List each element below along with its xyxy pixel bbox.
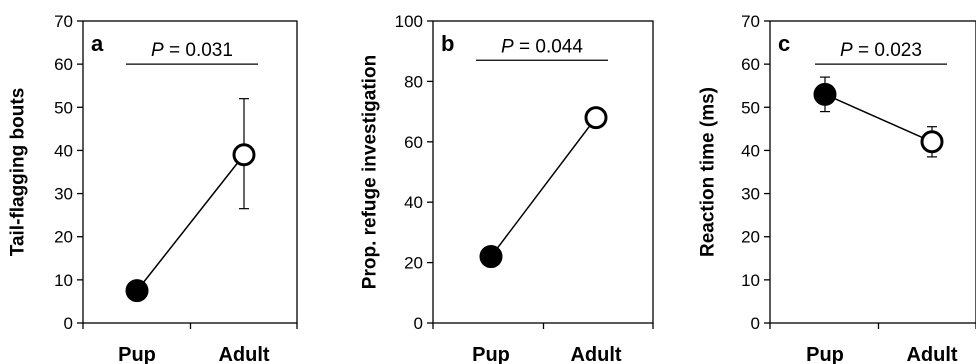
x-category-label-a-adult: Adult bbox=[218, 344, 269, 364]
series-line-a bbox=[136, 154, 245, 292]
panel-letter-c: c bbox=[778, 31, 790, 56]
y-tick-label-c-0: 0 bbox=[751, 314, 760, 333]
y-tick-label-c-60: 60 bbox=[741, 55, 760, 74]
y-tick-label-a-60: 60 bbox=[54, 55, 73, 74]
series-line-b bbox=[490, 117, 597, 258]
panel-letter-b: b bbox=[441, 31, 454, 56]
y-tick-label-a-20: 20 bbox=[54, 228, 73, 247]
p-value-label-c: P = 0.023 bbox=[840, 40, 922, 61]
data-point-b-pup bbox=[479, 245, 503, 269]
x-category-label-c-pup: Pup bbox=[806, 344, 844, 364]
plot-frame-a bbox=[82, 20, 298, 324]
data-point-a-adult bbox=[232, 143, 256, 167]
data-point-a-pup bbox=[125, 279, 149, 303]
y-tick-label-a-10: 10 bbox=[54, 271, 73, 290]
x-category-label-b-pup: Pup bbox=[472, 344, 510, 364]
y-tick-label-b-20: 20 bbox=[404, 254, 423, 273]
data-point-c-adult bbox=[920, 130, 944, 154]
y-tick-label-c-70: 70 bbox=[741, 12, 760, 31]
y-axis-title-c: Reaction time (ms) bbox=[698, 87, 719, 257]
plot-frame-c bbox=[769, 20, 976, 324]
y-tick-label-a-50: 50 bbox=[54, 98, 73, 117]
plot-frame-b bbox=[432, 20, 654, 324]
y-tick-label-c-30: 30 bbox=[741, 185, 760, 204]
x-category-label-b-adult: Adult bbox=[570, 344, 621, 364]
y-tick-label-b-40: 40 bbox=[404, 193, 423, 212]
panel-letter-a: a bbox=[91, 31, 104, 56]
p-value-label-b: P = 0.044 bbox=[501, 36, 583, 57]
y-axis-title-a: Tail-flagging bouts bbox=[8, 88, 29, 257]
y-tick-label-a-40: 40 bbox=[54, 141, 73, 160]
y-tick-label-c-50: 50 bbox=[741, 98, 760, 117]
y-tick-label-b-100: 100 bbox=[395, 12, 423, 31]
data-point-c-pup bbox=[813, 82, 837, 106]
y-axis-title-b: Prop. refuge investigation bbox=[360, 55, 381, 289]
y-tick-label-c-40: 40 bbox=[741, 141, 760, 160]
y-tick-label-a-30: 30 bbox=[54, 185, 73, 204]
x-category-label-c-adult: Adult bbox=[906, 344, 957, 364]
y-tick-label-b-0: 0 bbox=[414, 314, 423, 333]
data-point-b-adult bbox=[584, 106, 608, 130]
y-tick-label-b-60: 60 bbox=[404, 133, 423, 152]
y-tick-label-c-10: 10 bbox=[741, 271, 760, 290]
series-line-c bbox=[824, 93, 933, 143]
y-tick-label-b-80: 80 bbox=[404, 72, 423, 91]
y-tick-label-c-20: 20 bbox=[741, 228, 760, 247]
x-category-label-a-pup: Pup bbox=[118, 344, 156, 364]
y-tick-label-a-0: 0 bbox=[64, 314, 73, 333]
p-value-label-a: P = 0.031 bbox=[151, 40, 233, 61]
y-tick-label-a-70: 70 bbox=[54, 12, 73, 31]
